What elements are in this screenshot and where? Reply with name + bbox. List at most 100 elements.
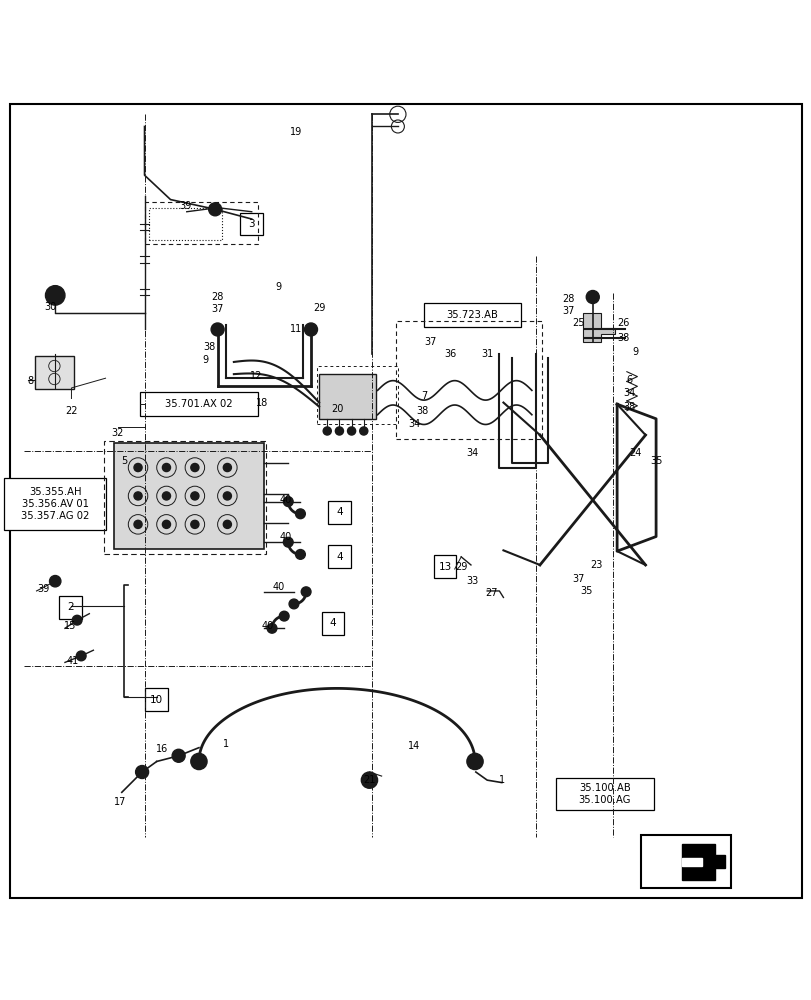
Text: 15: 15	[63, 621, 76, 631]
Text: 12: 12	[249, 371, 262, 381]
Text: 33: 33	[466, 576, 478, 586]
Text: 38: 38	[415, 406, 428, 416]
Circle shape	[208, 203, 221, 216]
Circle shape	[279, 611, 289, 621]
Bar	[641, 835, 730, 888]
Text: 1: 1	[222, 739, 229, 749]
Text: 41: 41	[67, 656, 79, 666]
Text: 39: 39	[36, 584, 49, 594]
Text: 37: 37	[561, 306, 574, 316]
Text: 26: 26	[616, 318, 629, 328]
Bar	[144, 202, 258, 244]
Text: 14: 14	[407, 741, 420, 751]
Circle shape	[162, 492, 170, 500]
Circle shape	[223, 463, 231, 472]
Text: 18: 18	[255, 398, 268, 408]
Circle shape	[223, 492, 231, 500]
Circle shape	[211, 323, 224, 336]
Text: 9: 9	[275, 282, 281, 292]
Text: 37: 37	[571, 574, 584, 584]
Bar	[396, 321, 542, 439]
Text: 32: 32	[111, 428, 124, 438]
Bar	[59, 596, 82, 619]
Bar	[556, 778, 653, 810]
Text: 36: 36	[444, 349, 457, 359]
Text: 5: 5	[121, 456, 127, 466]
Text: 3: 3	[248, 219, 255, 229]
Text: 35.701.AX 02: 35.701.AX 02	[165, 399, 233, 409]
Text: 35.723.AB: 35.723.AB	[446, 310, 498, 320]
Circle shape	[267, 623, 277, 633]
Circle shape	[283, 497, 293, 506]
Text: 10: 10	[150, 695, 163, 705]
Text: 29: 29	[312, 303, 325, 313]
Circle shape	[289, 599, 298, 609]
Text: 25: 25	[572, 318, 585, 328]
Circle shape	[191, 463, 199, 472]
Text: 28: 28	[561, 294, 574, 304]
Circle shape	[359, 427, 367, 435]
Text: 37: 37	[423, 337, 436, 347]
Text: 34: 34	[466, 448, 478, 458]
Circle shape	[323, 427, 331, 435]
Circle shape	[72, 615, 82, 625]
Circle shape	[223, 520, 231, 528]
Text: 28: 28	[211, 292, 224, 302]
Text: 4: 4	[336, 552, 342, 562]
Bar	[145, 688, 168, 711]
Bar	[240, 213, 263, 235]
Bar	[433, 555, 456, 578]
Text: 39: 39	[178, 201, 191, 211]
Text: 6: 6	[625, 375, 632, 385]
Circle shape	[361, 772, 377, 788]
Text: 13: 13	[438, 562, 451, 572]
Text: 21: 21	[363, 775, 375, 785]
Bar	[316, 366, 397, 424]
Text: 34: 34	[622, 388, 635, 398]
Text: 24: 24	[628, 448, 641, 458]
Text: 1: 1	[498, 775, 504, 785]
Bar	[5, 478, 105, 530]
Text: 2: 2	[67, 602, 74, 612]
Text: 8: 8	[28, 376, 34, 386]
Bar	[139, 392, 258, 416]
Text: 38: 38	[203, 342, 216, 352]
Bar	[328, 545, 350, 568]
Text: 16: 16	[156, 744, 169, 754]
Circle shape	[191, 753, 207, 770]
Text: 7: 7	[421, 391, 427, 401]
Text: 30: 30	[44, 302, 57, 312]
Circle shape	[301, 587, 311, 597]
Text: 20: 20	[330, 404, 343, 414]
Text: 19: 19	[290, 127, 303, 137]
Bar	[328, 501, 350, 524]
Circle shape	[283, 537, 293, 547]
Circle shape	[76, 651, 86, 661]
Circle shape	[335, 427, 343, 435]
Bar	[114, 443, 264, 549]
Text: 22: 22	[65, 406, 78, 416]
Text: 38: 38	[622, 402, 635, 412]
Polygon shape	[681, 844, 724, 880]
Circle shape	[295, 509, 305, 519]
Circle shape	[304, 323, 317, 336]
Circle shape	[162, 463, 170, 472]
Circle shape	[135, 766, 148, 779]
Circle shape	[191, 520, 199, 528]
Text: 35.100.AB
35.100.AG: 35.100.AB 35.100.AG	[578, 783, 630, 805]
Bar	[104, 441, 266, 554]
Bar	[423, 303, 521, 327]
Text: 9: 9	[631, 347, 637, 357]
Circle shape	[586, 291, 599, 303]
Text: 17: 17	[114, 797, 127, 807]
Circle shape	[172, 749, 185, 762]
Text: 35: 35	[649, 456, 662, 466]
Text: 40: 40	[272, 582, 285, 592]
Text: 31: 31	[480, 349, 493, 359]
Bar	[319, 374, 375, 419]
Circle shape	[295, 550, 305, 559]
Text: 34: 34	[407, 419, 420, 429]
Text: 35.355.AH
35.356.AV 01
35.357.AG 02: 35.355.AH 35.356.AV 01 35.357.AG 02	[21, 487, 89, 521]
Polygon shape	[582, 313, 615, 342]
Text: 37: 37	[211, 304, 224, 314]
